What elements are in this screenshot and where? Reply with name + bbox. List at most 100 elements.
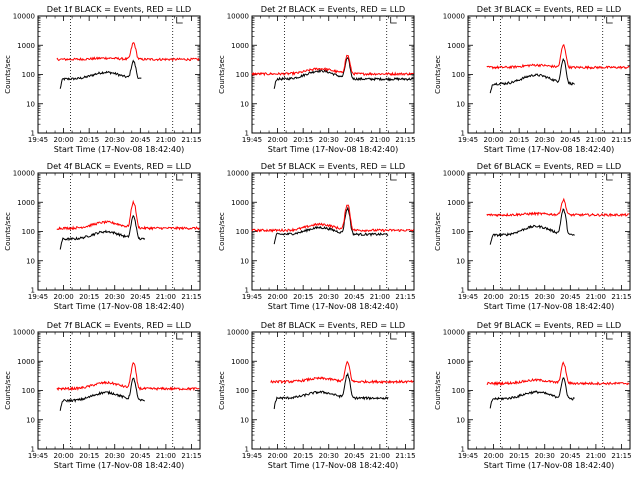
x-tick-label: 20:45 [344,452,364,460]
y-tick-label: 10000 [443,170,465,178]
y-tick-label: 1 [31,130,35,138]
events-series-line [489,377,575,409]
panel-title: Det 5f BLACK = Events, RED = LLD [261,161,405,171]
x-tick-label: 20:45 [130,293,150,301]
x-tick-label: 20:45 [344,136,364,144]
y-axis-label: Counts/sec [218,55,226,94]
y-tick-label: 100 [236,228,249,236]
panel-det-9: Det 9f BLACK = Events, RED = LLD Counts/s… [434,320,632,470]
interval-marker [390,333,397,340]
y-tick-label: 100 [452,228,465,236]
plot-frame [37,331,201,450]
events-series-line [59,59,142,89]
y-tick-label: 100 [452,387,465,395]
x-tick-label: 19:45 [28,452,48,460]
panel-det-5: Det 5f BLACK = Events, RED = LLD Counts/s… [218,161,416,311]
x-tick-label: 20:45 [130,452,150,460]
x-tick-label: 21:00 [586,293,606,301]
x-tick-label: 21:00 [156,452,176,460]
lld-series-line [251,54,414,77]
lld-series-line [486,197,630,218]
x-axis-label: Start Time (17-Nov-08 18:42:40) [484,461,614,470]
y-axis-label: Counts/sec [4,371,12,410]
y-axis-label: Counts/sec [4,55,12,94]
x-tick-label: 20:15 [509,136,529,144]
x-tick-label: 20:30 [319,452,339,460]
y-axis-label: Counts/sec [218,212,226,251]
interval-marker [176,174,183,181]
y-tick-label: 100 [236,387,249,395]
interval-marker [606,17,613,24]
x-tick-label: 20:00 [267,452,287,460]
x-tick-label: 20:30 [319,136,339,144]
panel-title: Det 1f BLACK = Events, RED = LLD [47,4,191,14]
interval-marker [606,174,613,181]
plot-frame [251,331,415,450]
x-axis-label: Start Time (17-Nov-08 18:42:40) [484,302,614,311]
lld-series-line [56,42,200,62]
y-tick-label: 100 [236,71,249,79]
y-tick-label: 10000 [13,329,35,337]
y-tick-label: 10 [240,100,249,108]
events-series-line [273,206,389,245]
y-tick-label: 100 [22,71,35,79]
x-tick-label: 20:45 [560,293,580,301]
x-tick-label: 20:00 [53,452,73,460]
x-tick-label: 19:45 [242,136,262,144]
lld-series-line [486,43,630,70]
x-tick-label: 21:15 [395,452,415,460]
y-tick-label: 1000 [231,42,249,50]
y-tick-label: 10 [456,416,465,424]
x-tick-label: 21:00 [156,136,176,144]
y-tick-label: 10 [26,100,35,108]
y-axis-label: Counts/sec [4,212,12,251]
x-tick-label: 20:15 [79,136,99,144]
x-axis-label: Start Time (17-Nov-08 18:42:40) [54,145,184,154]
y-tick-label: 10000 [443,329,465,337]
y-tick-label: 10 [26,257,35,265]
x-axis-label: Start Time (17-Nov-08 18:42:40) [54,302,184,311]
x-tick-label: 20:45 [560,452,580,460]
x-tick-label: 20:30 [535,452,555,460]
x-tick-label: 20:15 [293,136,313,144]
y-tick-label: 1 [245,287,249,295]
y-tick-label: 10 [240,416,249,424]
plot-frame [37,172,201,291]
y-tick-label: 10 [240,257,249,265]
panel-title: Det 4f BLACK = Events, RED = LLD [47,161,191,171]
y-tick-label: 10000 [227,170,249,178]
y-axis-label: Counts/sec [434,371,442,410]
y-tick-label: 100 [452,71,465,79]
panel-title: Det 7f BLACK = Events, RED = LLD [47,320,191,330]
y-tick-label: 1 [245,130,249,138]
x-tick-label: 20:00 [483,452,503,460]
y-tick-label: 10000 [13,13,35,21]
x-tick-label: 20:30 [319,293,339,301]
lld-series-line [486,361,630,386]
x-tick-label: 20:00 [53,136,73,144]
y-tick-label: 1000 [447,358,465,366]
x-tick-label: 21:00 [370,136,390,144]
y-tick-label: 1 [461,446,465,454]
y-tick-label: 1000 [231,358,249,366]
y-axis-label: Counts/sec [218,371,226,410]
x-tick-label: 20:45 [560,136,580,144]
panel-det-4: Det 4f BLACK = Events, RED = LLD Counts/s… [4,161,202,311]
x-tick-label: 21:15 [181,452,201,460]
x-tick-label: 21:00 [586,136,606,144]
x-tick-label: 21:00 [156,293,176,301]
plot-frame [467,331,631,450]
x-tick-label: 20:15 [79,293,99,301]
y-tick-label: 1 [31,446,35,454]
interval-marker [390,174,397,181]
x-tick-label: 21:15 [611,452,631,460]
x-tick-label: 20:15 [79,452,99,460]
x-tick-label: 21:15 [395,293,415,301]
interval-marker [606,333,613,340]
events-series-line [273,56,414,89]
x-tick-label: 20:00 [483,136,503,144]
panel-title: Det 6f BLACK = Events, RED = LLD [477,161,621,171]
x-tick-label: 21:15 [611,136,631,144]
plot-frame [467,172,631,291]
